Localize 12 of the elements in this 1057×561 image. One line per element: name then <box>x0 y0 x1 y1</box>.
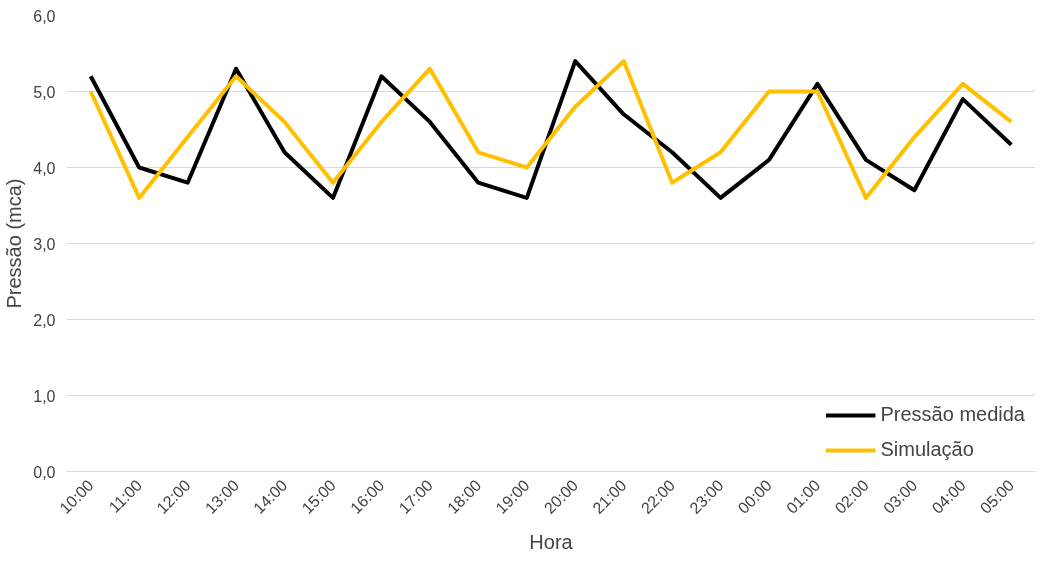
y-tick-label: 0,0 <box>33 463 56 481</box>
y-axis-title: Pressão (mca) <box>3 178 26 309</box>
y-tick-label: 1,0 <box>33 387 56 405</box>
y-tick-label: 6,0 <box>33 7 56 25</box>
y-tick-label: 5,0 <box>33 83 56 101</box>
legend-label: Simulação <box>880 438 974 461</box>
y-tick-label: 4,0 <box>33 159 56 177</box>
x-axis-title: Hora <box>529 530 574 553</box>
y-tick-label: 2,0 <box>33 311 56 329</box>
legend-label: Pressão medida <box>880 403 1025 426</box>
y-tick-label: 3,0 <box>33 235 56 253</box>
line-series <box>88 59 1014 200</box>
